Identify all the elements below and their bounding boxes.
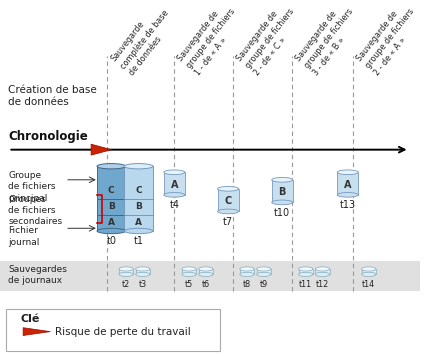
Ellipse shape xyxy=(97,163,125,169)
Bar xyxy=(119,269,133,274)
Text: t13: t13 xyxy=(340,200,356,210)
Bar xyxy=(298,269,313,274)
Ellipse shape xyxy=(199,267,213,271)
Text: Clé: Clé xyxy=(21,314,40,324)
Ellipse shape xyxy=(124,228,153,234)
Text: Sauvegarde de
groupe de fichiers
1 - de « A »: Sauvegarde de groupe de fichiers 1 - de … xyxy=(177,0,246,77)
Text: t8: t8 xyxy=(243,280,251,289)
Ellipse shape xyxy=(124,163,153,169)
FancyBboxPatch shape xyxy=(6,309,221,351)
Bar xyxy=(199,269,213,274)
Polygon shape xyxy=(23,328,50,335)
Ellipse shape xyxy=(182,272,196,277)
Ellipse shape xyxy=(199,272,213,277)
Text: Sauvegardes
de journaux: Sauvegardes de journaux xyxy=(8,265,67,285)
Text: Groupes
de fichiers
secondaires: Groupes de fichiers secondaires xyxy=(8,195,62,226)
Text: t1: t1 xyxy=(134,236,144,246)
Text: Chronologie: Chronologie xyxy=(8,130,88,143)
Ellipse shape xyxy=(164,193,185,197)
Text: Risque de perte du travail: Risque de perte du travail xyxy=(55,326,191,337)
Bar xyxy=(135,269,150,274)
Text: t2: t2 xyxy=(122,280,130,289)
Ellipse shape xyxy=(257,272,271,277)
Text: C: C xyxy=(108,186,114,195)
Bar xyxy=(218,189,239,211)
Bar xyxy=(361,269,376,274)
Text: t6: t6 xyxy=(202,280,210,289)
Ellipse shape xyxy=(135,272,150,277)
Ellipse shape xyxy=(337,170,358,174)
Ellipse shape xyxy=(135,267,150,271)
Text: B: B xyxy=(135,202,142,211)
Bar xyxy=(182,269,196,274)
Ellipse shape xyxy=(272,200,293,205)
Text: A: A xyxy=(108,218,115,227)
Text: C: C xyxy=(135,186,142,195)
Text: Sauvegarde de
groupe de fichiers
2 - de « C »: Sauvegarde de groupe de fichiers 2 - de … xyxy=(235,0,305,77)
Bar xyxy=(164,172,185,195)
Bar xyxy=(316,269,329,274)
Text: t11: t11 xyxy=(299,280,312,289)
Text: t0: t0 xyxy=(106,236,116,246)
Bar xyxy=(257,269,271,274)
Text: t12: t12 xyxy=(316,280,329,289)
Text: Sauvegarde de
groupe de fichiers
3 - de « B »: Sauvegarde de groupe de fichiers 3 - de … xyxy=(294,0,364,77)
Bar xyxy=(124,166,153,231)
Bar xyxy=(272,180,293,202)
Text: C: C xyxy=(225,196,232,206)
Text: t5: t5 xyxy=(185,280,193,289)
Text: Fichier
journal: Fichier journal xyxy=(8,226,40,247)
Text: Sauvegarde
complète de base
de données: Sauvegarde complète de base de données xyxy=(109,1,179,77)
Text: t3: t3 xyxy=(139,280,147,289)
Ellipse shape xyxy=(298,267,313,271)
Ellipse shape xyxy=(97,228,125,234)
Text: t10: t10 xyxy=(274,208,290,218)
Text: Groupe
de fichiers
principal: Groupe de fichiers principal xyxy=(8,171,56,203)
Ellipse shape xyxy=(361,272,376,277)
Text: A: A xyxy=(170,180,178,190)
Ellipse shape xyxy=(218,209,239,214)
Ellipse shape xyxy=(164,170,185,174)
Bar xyxy=(240,269,254,274)
Text: t7: t7 xyxy=(223,217,233,227)
Text: A: A xyxy=(135,218,142,227)
Text: B: B xyxy=(108,202,115,211)
Bar xyxy=(337,172,358,195)
Text: B: B xyxy=(278,187,286,197)
Ellipse shape xyxy=(218,187,239,191)
Bar xyxy=(97,166,125,231)
Ellipse shape xyxy=(316,267,329,271)
Ellipse shape xyxy=(240,272,254,277)
Text: Sauvegarde de
groupe de fichiers
2 - de « A »: Sauvegarde de groupe de fichiers 2 - de … xyxy=(355,0,424,77)
Ellipse shape xyxy=(272,177,293,182)
Ellipse shape xyxy=(257,267,271,271)
Bar xyxy=(0,261,420,291)
Ellipse shape xyxy=(182,267,196,271)
Ellipse shape xyxy=(316,272,329,277)
Ellipse shape xyxy=(240,267,254,271)
Text: t9: t9 xyxy=(260,280,268,289)
Ellipse shape xyxy=(298,272,313,277)
Text: Création de base
de données: Création de base de données xyxy=(8,85,97,107)
Polygon shape xyxy=(91,144,111,155)
Ellipse shape xyxy=(119,272,133,277)
Ellipse shape xyxy=(119,267,133,271)
Ellipse shape xyxy=(361,267,376,271)
Text: t4: t4 xyxy=(169,200,179,210)
Text: t14: t14 xyxy=(362,280,375,289)
Ellipse shape xyxy=(337,193,358,197)
Text: A: A xyxy=(344,180,351,190)
